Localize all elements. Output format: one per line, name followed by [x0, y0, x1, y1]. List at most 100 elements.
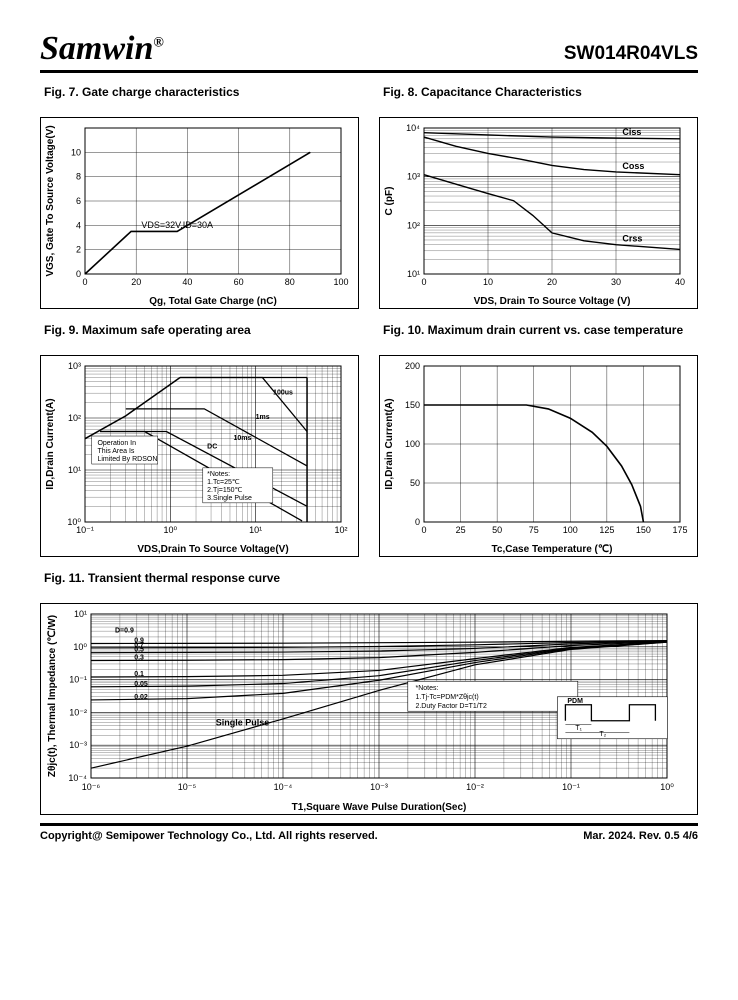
brand-logo: Samwin®	[40, 30, 164, 68]
svg-text:10⁻³: 10⁻³	[370, 782, 388, 792]
svg-text:10²: 10²	[407, 220, 420, 230]
svg-text:VDS=32V,ID=30A: VDS=32V,ID=30A	[141, 220, 213, 230]
svg-text:100: 100	[563, 525, 578, 535]
svg-text:Single Pulse: Single Pulse	[216, 718, 270, 728]
svg-text:DC: DC	[207, 443, 217, 450]
svg-text:50: 50	[492, 525, 502, 535]
svg-text:0.3: 0.3	[134, 655, 144, 662]
svg-text:ID,Drain Current(A): ID,Drain Current(A)	[384, 398, 395, 489]
svg-text:150: 150	[636, 525, 651, 535]
svg-text:0: 0	[415, 517, 420, 527]
svg-text:0: 0	[82, 277, 87, 287]
svg-text:0: 0	[421, 525, 426, 535]
svg-text:50: 50	[410, 478, 420, 488]
svg-text:10¹: 10¹	[74, 609, 87, 619]
fig7-title: Fig. 7. Gate charge characteristics	[40, 85, 359, 113]
svg-text:125: 125	[599, 525, 614, 535]
svg-text:8: 8	[76, 172, 81, 182]
svg-text:10⁻³: 10⁻³	[69, 740, 87, 750]
svg-text:2.Tj=150℃: 2.Tj=150℃	[207, 487, 242, 494]
fig8-title: Fig. 8. Capacitance Characteristics	[379, 85, 698, 113]
svg-text:2: 2	[76, 245, 81, 255]
svg-text:10⁻⁴: 10⁻⁴	[68, 773, 87, 783]
fig10-title: Fig. 10. Maximum drain current vs. case …	[379, 323, 698, 351]
svg-text:T₂: T₂	[599, 731, 606, 738]
svg-text:Limited By RDSON: Limited By RDSON	[97, 456, 157, 463]
svg-text:0.05: 0.05	[134, 681, 148, 688]
svg-text:10⁻⁴: 10⁻⁴	[274, 782, 293, 792]
fig11-title: Fig. 11. Transient thermal response curv…	[40, 571, 698, 599]
svg-text:100: 100	[405, 439, 420, 449]
svg-text:10³: 10³	[68, 361, 81, 371]
svg-text:0: 0	[421, 277, 426, 287]
svg-text:Qg, Total Gate Charge (nC): Qg, Total Gate Charge (nC)	[149, 296, 277, 307]
svg-text:T₁: T₁	[575, 725, 582, 732]
svg-text:75: 75	[529, 525, 539, 535]
svg-text:*Notes:: *Notes:	[415, 685, 438, 692]
svg-text:80: 80	[285, 277, 295, 287]
svg-text:This Area Is: This Area Is	[97, 448, 134, 455]
svg-text:1ms: 1ms	[256, 414, 270, 421]
svg-text:Coss: Coss	[622, 161, 644, 171]
svg-text:VGS, Gate To Source Voltage(V): VGS, Gate To Source Voltage(V)	[45, 125, 56, 276]
svg-text:1.Tc=25℃: 1.Tc=25℃	[207, 479, 240, 486]
svg-text:1.Tj-Tc=PDM*Zθjc(t): 1.Tj-Tc=PDM*Zθjc(t)	[415, 694, 478, 701]
svg-text:6: 6	[76, 196, 81, 206]
fig11-chart: 10⁻⁶10⁻⁵10⁻⁴10⁻³10⁻²10⁻¹10⁰10⁻⁴10⁻³10⁻²1…	[40, 603, 698, 815]
svg-text:Crss: Crss	[622, 234, 642, 244]
svg-text:60: 60	[234, 277, 244, 287]
svg-text:VDS,Drain To Source Voltage(V): VDS,Drain To Source Voltage(V)	[137, 544, 288, 555]
svg-text:*Notes:: *Notes:	[207, 471, 230, 478]
page-header: Samwin® SW014R04VLS	[40, 30, 698, 73]
svg-text:10⁰: 10⁰	[73, 642, 87, 652]
svg-text:10¹: 10¹	[407, 269, 420, 279]
svg-text:10: 10	[71, 147, 81, 157]
svg-text:40: 40	[675, 277, 685, 287]
svg-text:10⁻¹: 10⁻¹	[562, 782, 580, 792]
svg-text:T1,Square Wave Pulse Duration(: T1,Square Wave Pulse Duration(Sec)	[292, 802, 467, 813]
svg-text:10: 10	[483, 277, 493, 287]
svg-text:Zθjc(t), Thermal Impedance (℃/: Zθjc(t), Thermal Impedance (℃/W)	[47, 615, 58, 777]
svg-text:2.Duty Factor D=T1/T2: 2.Duty Factor D=T1/T2	[415, 703, 486, 710]
svg-text:20: 20	[547, 277, 557, 287]
svg-text:10⁻²: 10⁻²	[69, 707, 87, 717]
svg-text:0.1: 0.1	[134, 671, 144, 678]
svg-text:10ms: 10ms	[234, 435, 252, 442]
svg-text:3.Single Pulse: 3.Single Pulse	[207, 495, 252, 502]
svg-text:10⁻⁶: 10⁻⁶	[82, 782, 101, 792]
fig10-chart: 0 25 50 75 100 125 150 175 0 50 100 150 200 Tc,Case T…	[379, 355, 698, 557]
svg-text:40: 40	[182, 277, 192, 287]
svg-text:10⁴: 10⁴	[406, 123, 420, 133]
svg-text:200: 200	[405, 361, 420, 371]
svg-text:175: 175	[672, 525, 687, 535]
svg-text:C (pF): C (pF)	[384, 187, 395, 216]
svg-text:Operation In: Operation In	[97, 440, 136, 447]
fig8-chart: 01020304010¹10²10³10⁴CissCossCrssVDS, Dr…	[379, 117, 698, 309]
svg-text:ID,Drain Current(A): ID,Drain Current(A)	[45, 398, 56, 489]
svg-text:Tc,Case Temperature (℃): Tc,Case Temperature (℃)	[492, 544, 613, 555]
svg-text:30: 30	[611, 277, 621, 287]
svg-text:0.5: 0.5	[134, 647, 144, 654]
svg-text:25: 25	[456, 525, 466, 535]
fig9-title: Fig. 9. Maximum safe operating area	[40, 323, 359, 351]
svg-text:VDS, Drain To Source Voltage (: VDS, Drain To Source Voltage (V)	[474, 296, 631, 307]
svg-text:10⁻²: 10⁻²	[466, 782, 484, 792]
svg-text:4: 4	[76, 220, 81, 230]
svg-text:10¹: 10¹	[68, 465, 81, 475]
svg-text:10⁰: 10⁰	[660, 782, 674, 792]
svg-text:0.02: 0.02	[134, 694, 148, 701]
svg-text:Ciss: Ciss	[622, 127, 641, 137]
part-number: SW014R04VLS	[564, 43, 698, 65]
svg-text:10⁰: 10⁰	[164, 525, 178, 535]
svg-text:10²: 10²	[68, 413, 81, 423]
page-footer: Copyright@ Semipower Technology Co., Ltd…	[40, 823, 698, 842]
svg-text:10⁻¹: 10⁻¹	[69, 675, 87, 685]
revision-text: Mar. 2024. Rev. 0.5 4/6	[583, 830, 698, 842]
svg-text:100us: 100us	[273, 390, 293, 397]
svg-text:10²: 10²	[334, 525, 347, 535]
svg-text:10¹: 10¹	[249, 525, 262, 535]
svg-text:150: 150	[405, 400, 420, 410]
fig9-chart: 10⁻¹10⁰10¹10²10⁰10¹10²10³100us1ms10msDCO…	[40, 355, 359, 557]
copyright-text: Copyright@ Semipower Technology Co., Ltd…	[40, 830, 378, 842]
svg-text:10⁰: 10⁰	[67, 517, 81, 527]
